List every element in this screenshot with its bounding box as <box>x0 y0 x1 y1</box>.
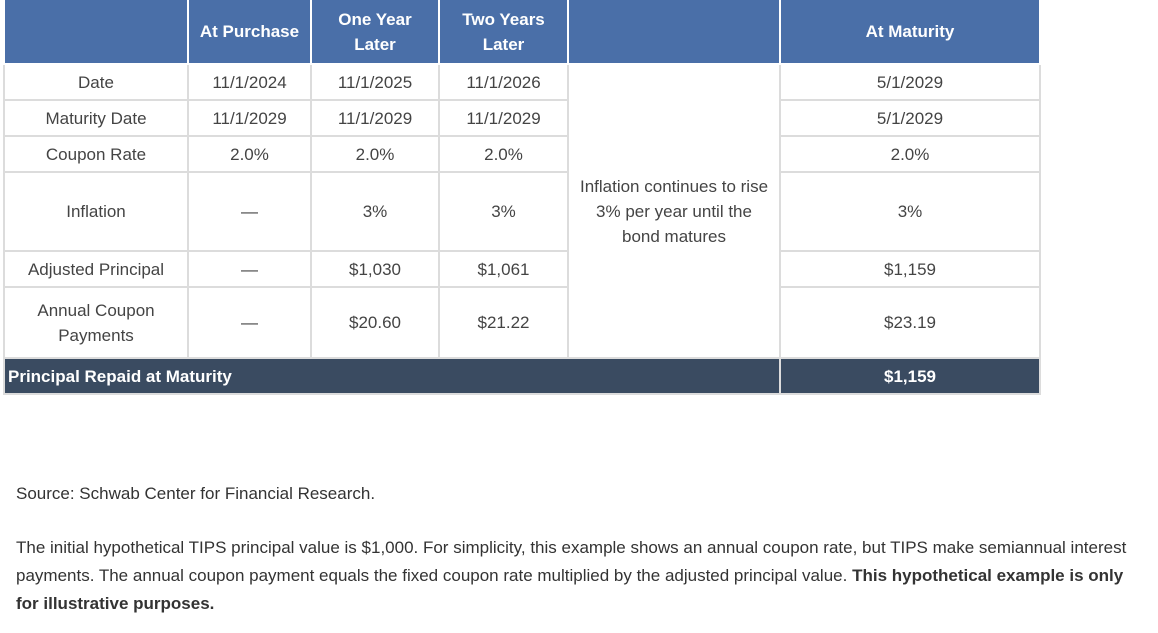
row-label: Adjusted Principal <box>3 250 189 288</box>
source: Source: Schwab Center for Financial Rese… <box>16 484 376 503</box>
table-row: Date 11/1/2024 11/1/2025 11/1/2026 Inflation… <box>3 63 1041 359</box>
cell: $1,159 <box>779 250 1041 288</box>
row-label: Annual Coupon Payments <box>3 286 189 359</box>
cell: 3% <box>438 171 569 252</box>
table-row: Annual Coupon Payments — $20.60 $21.22 $23.1… <box>3 286 1041 359</box>
tips-table: At Purchase One Year Later Two Years Lat… <box>3 0 1041 395</box>
footer-row: Principal Repaid at Maturity $1,159 <box>3 357 1041 395</box>
cell: 2.0% <box>779 135 1041 173</box>
cell: — <box>187 286 312 359</box>
cell: 11/1/2029 <box>438 99 569 137</box>
header-row: At Purchase One Year Later Two Years Lat… <box>3 0 1041 65</box>
table-row: Adjusted Principal — $1,030 $1,061 $1,159 <box>3 250 1041 288</box>
cell: 3% <box>310 171 440 252</box>
header-cell: One Year Later <box>310 0 440 65</box>
disclaimer: The initial hypothetical TIPS principal … <box>16 534 1141 618</box>
header-cell: At Maturity <box>779 0 1041 65</box>
cell: $21.22 <box>438 286 569 359</box>
table-row: Inflation —3% 3% 3% <box>3 171 1041 252</box>
footer-label: Principal Repaid at Maturity <box>3 357 781 395</box>
cell: 5/1/2029 <box>779 99 1041 137</box>
disclaimer-emphasis: This hypothetical example is only for il… <box>16 566 1124 613</box>
header-cell: Two Years Later <box>438 0 569 65</box>
cell: $20.60 <box>310 286 440 359</box>
header-cell: At Purchase <box>187 0 312 65</box>
cell: — <box>187 171 312 252</box>
header-blank <box>567 0 781 65</box>
cell: 11/1/2026 <box>438 63 569 101</box>
cell: 5/1/2029 <box>779 63 1041 101</box>
cell: 2.0% <box>438 135 569 173</box>
row-label: Coupon Rate <box>3 135 189 173</box>
cell: $1,030 <box>310 250 440 288</box>
cell: 11/1/2029 <box>187 99 312 137</box>
cell: 11/1/2025 <box>310 63 440 101</box>
cell: $1,061 <box>438 250 569 288</box>
row-label: Inflation <box>3 171 189 252</box>
cell: 11/1/2024 <box>187 63 312 101</box>
row-label: Maturity Date <box>3 99 189 137</box>
row-label: Date <box>3 63 189 101</box>
cell: 2.0% <box>187 135 312 173</box>
cell: — <box>187 250 312 288</box>
header-blank <box>3 0 189 65</box>
note: Inflation continues to rise 3% per year … <box>567 63 781 359</box>
cell: $23.19 <box>779 286 1041 359</box>
disclaimer-text: The initial hypothetical TIPS principal … <box>16 538 1127 585</box>
cell: 11/1/2029 <box>310 99 440 137</box>
table-row: Maturity Date 11/1/2029 11/1/2029 11/1/2029… <box>3 99 1041 137</box>
cell: 2.0% <box>310 135 440 173</box>
cell: 3% <box>779 171 1041 252</box>
table-row: Coupon Rate 2.0% 2.0% 2.0% 2.0% <box>3 135 1041 173</box>
footer-value: $1,159 <box>779 357 1041 395</box>
